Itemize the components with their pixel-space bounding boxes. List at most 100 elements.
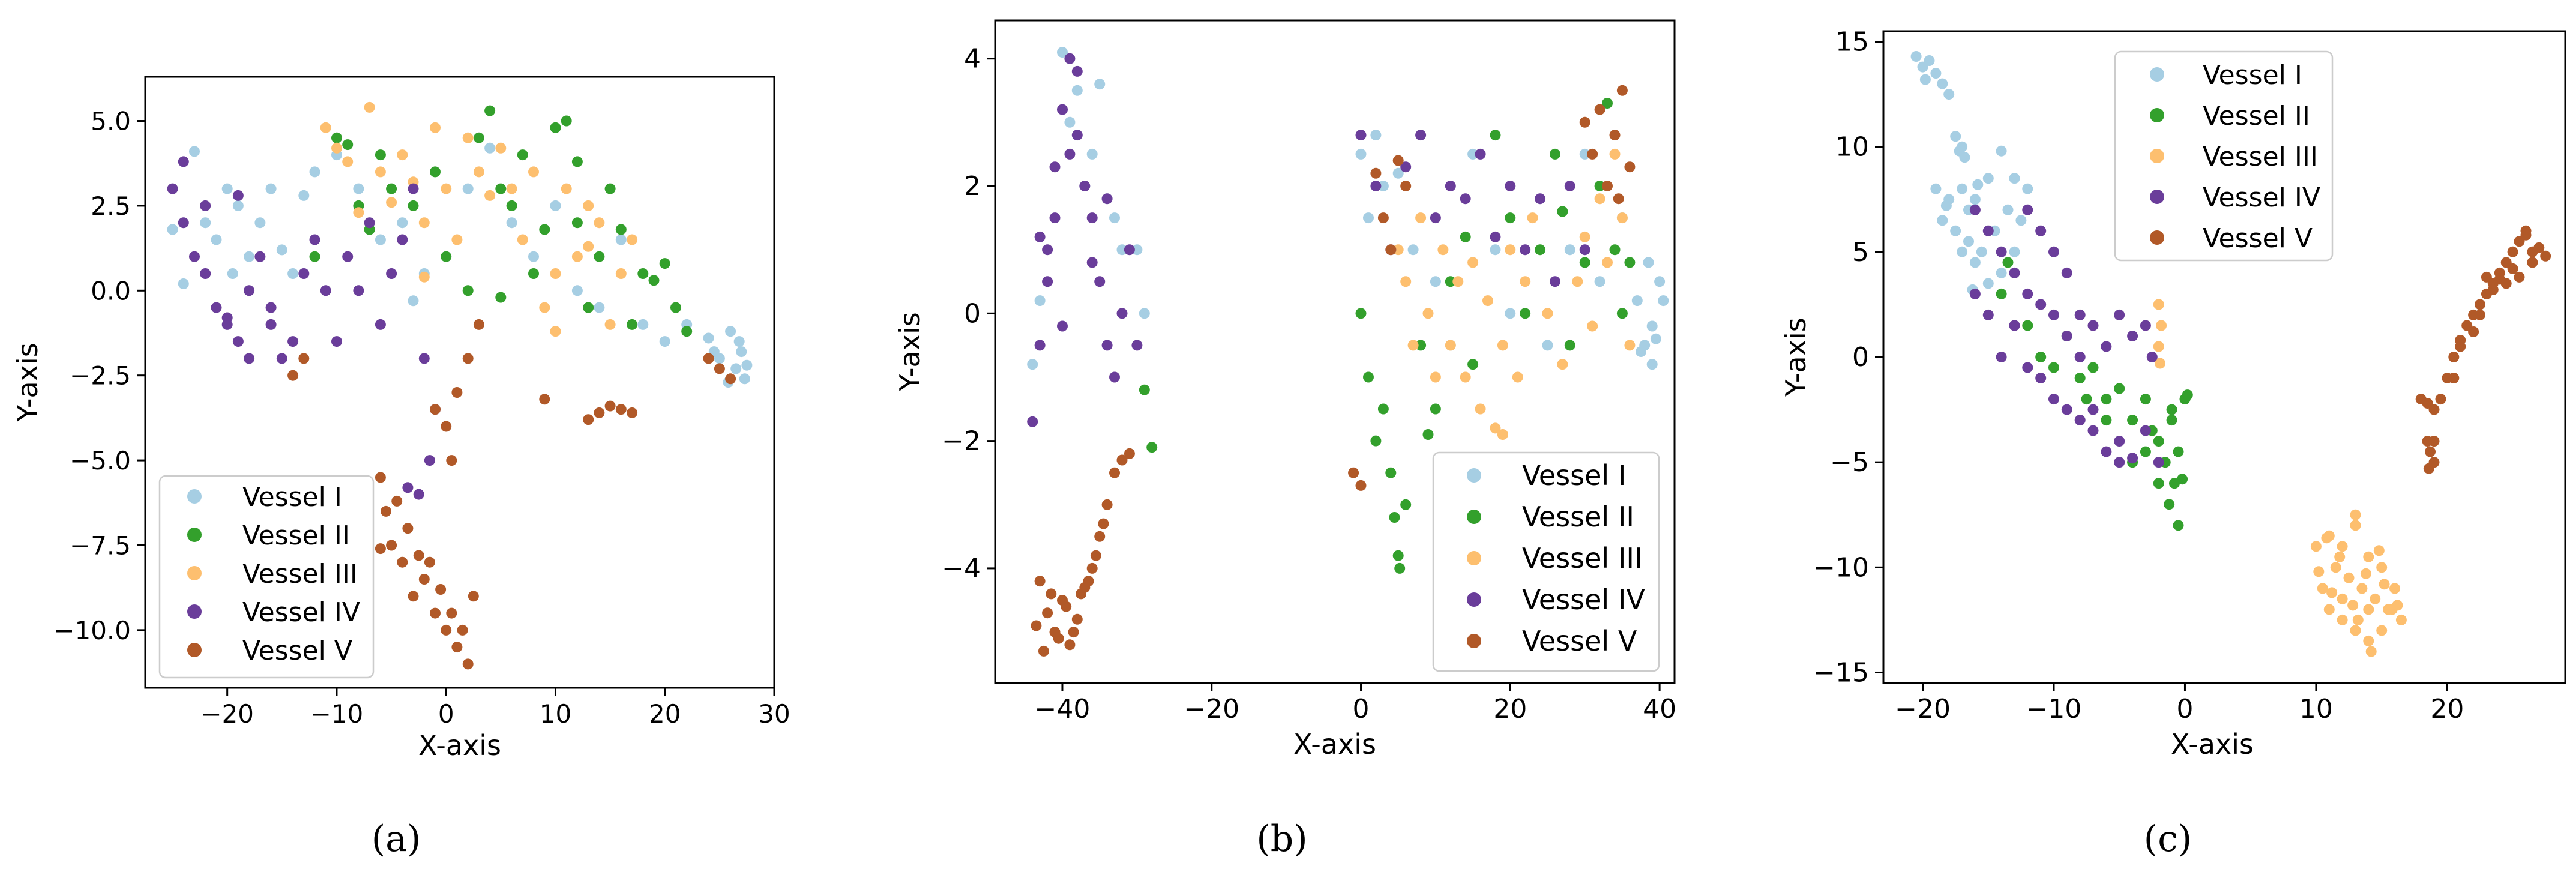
panel-a: −20 −10 0 10 20 30 −10.0 −7.5 −5.0 −2.5 0.0 2.5 5.0… xyxy=(11,76,790,860)
panel-b-point-vessel-ii-20 xyxy=(1564,340,1575,351)
panel-a-point-vessel-iii-2 xyxy=(342,156,354,167)
panel-a-point-vessel-iv-28 xyxy=(200,200,211,211)
panel-c-point-vessel-v-30 xyxy=(2448,373,2460,383)
panel-b-legend: Vessel I Vessel II Vessel III Vessel IV … xyxy=(1432,451,1660,672)
panel-c-point-vessel-iii-30 xyxy=(2347,600,2359,611)
panel-a-point-vessel-i-8 xyxy=(276,244,287,256)
panel-b-point-vessel-ii-8 xyxy=(1400,499,1412,510)
panel-b-point-vessel-iv-12 xyxy=(1116,308,1128,319)
panel-c-point-vessel-ii-20 xyxy=(2182,389,2193,401)
panel-a-x-tick-label-4: 20 xyxy=(649,699,681,729)
panel-a-point-vessel-ii-18 xyxy=(571,217,583,229)
panel-c-legend: Vessel I Vessel II Vessel III Vessel IV … xyxy=(2114,50,2334,262)
panel-c-point-vessel-ii-24 xyxy=(2153,478,2164,489)
panel-c-point-vessel-v-23 xyxy=(2527,257,2538,268)
panel-b-x-tick-label-0: −40 xyxy=(1035,694,1091,724)
panel-a-point-vessel-iv-9 xyxy=(265,302,277,313)
panel-a-point-vessel-iv-30 xyxy=(244,353,255,364)
panel-b-point-vessel-iv-11 xyxy=(1109,371,1120,383)
panel-a-point-vessel-i-9 xyxy=(287,268,299,279)
panel-b-point-vessel-iv-7 xyxy=(1079,181,1091,191)
panel-b-point-vessel-v-19 xyxy=(1083,576,1094,587)
panel-c-point-vessel-iv-33 xyxy=(1969,288,1981,299)
panel-c-point-vessel-iv-23 xyxy=(2048,394,2059,405)
panel-a-point-vessel-iii-17 xyxy=(517,234,528,245)
panel-c-point-vessel-i-30 xyxy=(1957,246,1968,257)
panel-b-point-vessel-v-35 xyxy=(1616,85,1628,96)
panel-b-point-vessel-iv-3 xyxy=(1049,212,1061,224)
panel-a-point-vessel-iv-18 xyxy=(364,217,375,229)
panel-c-point-vessel-i-21 xyxy=(1963,236,1974,247)
panel-c-point-vessel-iv-6 xyxy=(2048,309,2059,320)
panel-c-point-vessel-iv-36 xyxy=(2074,352,2086,362)
panel-c-x-tick-label-2: 0 xyxy=(2176,694,2193,724)
panel-b-point-vessel-i-16 xyxy=(1377,181,1389,191)
panel-c-point-vessel-iii-19 xyxy=(2363,635,2374,646)
panel-a-point-vessel-iv-20 xyxy=(386,268,397,279)
panel-a-point-vessel-iii-19 xyxy=(539,302,550,313)
panel-b-point-vessel-i-0 xyxy=(1057,47,1068,58)
panel-c-point-vessel-iii-16 xyxy=(2323,604,2335,615)
panel-a-point-vessel-v-9 xyxy=(413,550,424,561)
panel-c-point-vessel-iii-27 xyxy=(2379,579,2390,590)
panel-b-point-vessel-iii-13 xyxy=(1490,422,1501,434)
panel-b-axes-frame xyxy=(994,19,1676,684)
panel-c-point-vessel-i-26 xyxy=(1969,257,1981,268)
panel-b-points xyxy=(1027,47,1669,657)
panel-b-point-vessel-i-33 xyxy=(1646,320,1658,332)
panel-a-point-vessel-ii-20 xyxy=(594,251,605,262)
panel-b-point-vessel-i-29 xyxy=(1631,295,1643,307)
panel-b-point-vessel-iv-35 xyxy=(1550,276,1560,287)
panel-b-point-vessel-ii-2 xyxy=(1355,308,1367,319)
panel-b-point-vessel-ii-26 xyxy=(1602,98,1613,109)
panel-b-point-vessel-ii-6 xyxy=(1385,467,1397,478)
panel-a-point-vessel-i-4 xyxy=(232,200,244,211)
panel-c-point-vessel-iii-7 xyxy=(2350,520,2361,531)
panel-c-point-vessel-iv-12 xyxy=(2127,331,2138,341)
panel-c-point-vessel-i-33 xyxy=(1940,200,1952,211)
panel-b-point-vessel-iii-8 xyxy=(1452,276,1464,287)
panel-b-point-vessel-ii-13 xyxy=(1445,276,1456,287)
panel-b-point-vessel-iv-19 xyxy=(1101,193,1113,205)
panel-c-point-vessel-iii-22 xyxy=(2395,614,2407,625)
panel-b-point-vessel-iii-0 xyxy=(1392,244,1404,256)
panel-c-point-vessel-i-22 xyxy=(1976,246,1987,257)
panel-c-point-vessel-iv-2 xyxy=(1996,246,2007,257)
panel-a-point-vessel-v-23 xyxy=(462,353,474,364)
panel-c-point-vessel-iv-20 xyxy=(1996,352,2007,362)
panel-b-point-vessel-i-1 xyxy=(1071,85,1083,96)
panel-b-x-ticks: −40 −20 0 20 40 xyxy=(1035,683,1676,724)
panel-a-point-vessel-iv-27 xyxy=(402,482,414,493)
panel-c-point-vessel-iii-29 xyxy=(2360,568,2371,579)
panel-b-point-vessel-v-17 xyxy=(1068,627,1079,638)
panel-b-point-vessel-v-22 xyxy=(1031,620,1042,631)
panel-a-point-vessel-v-12 xyxy=(430,607,441,619)
panel-a-point-vessel-v-1 xyxy=(298,353,310,364)
panel-c-legend-marker-vessel-2 xyxy=(2150,108,2164,122)
panel-c-point-vessel-i-19 xyxy=(1937,215,1948,226)
panel-a-point-vessel-iv-12 xyxy=(298,268,310,279)
panel-a-y-tick-label-2: −5.0 xyxy=(70,446,131,475)
panel-c-point-vessel-v-22 xyxy=(2533,242,2545,253)
panel-b-point-vessel-v-30 xyxy=(1579,116,1590,128)
panel-b-point-vessel-v-12 xyxy=(1124,448,1135,459)
panel-a-point-vessel-iii-10 xyxy=(441,183,452,194)
panel-a-x-tick-label-3: 10 xyxy=(540,699,571,729)
panel-b-point-vessel-v-1 xyxy=(1042,607,1053,619)
panel-c-point-vessel-iv-18 xyxy=(2061,267,2072,278)
panel-b-point-vessel-v-34 xyxy=(1609,130,1621,141)
panel-c-point-vessel-iv-31 xyxy=(2140,425,2151,436)
panel-b-point-vessel-i-31 xyxy=(1646,359,1658,370)
panel-c-point-vessel-v-27 xyxy=(2475,309,2485,320)
panel-a-point-vessel-v-14 xyxy=(441,624,452,636)
panel-c-point-vessel-i-0 xyxy=(1910,51,1922,62)
panel-a-point-vessel-iii-3 xyxy=(364,101,375,113)
panel-b-point-vessel-i-10 xyxy=(1139,308,1150,319)
panel-c-y-tick-label-0: −15 xyxy=(1813,657,1869,688)
panel-c-point-vessel-iii-25 xyxy=(2363,604,2374,615)
panel-b-point-vessel-iii-26 xyxy=(1609,148,1621,160)
panel-b-y-tick-label-1: −2 xyxy=(942,426,981,457)
panel-b-point-vessel-v-18 xyxy=(1076,588,1087,600)
panel-b-point-vessel-iv-22 xyxy=(1355,130,1367,141)
panel-a-point-vessel-v-27 xyxy=(594,407,605,418)
